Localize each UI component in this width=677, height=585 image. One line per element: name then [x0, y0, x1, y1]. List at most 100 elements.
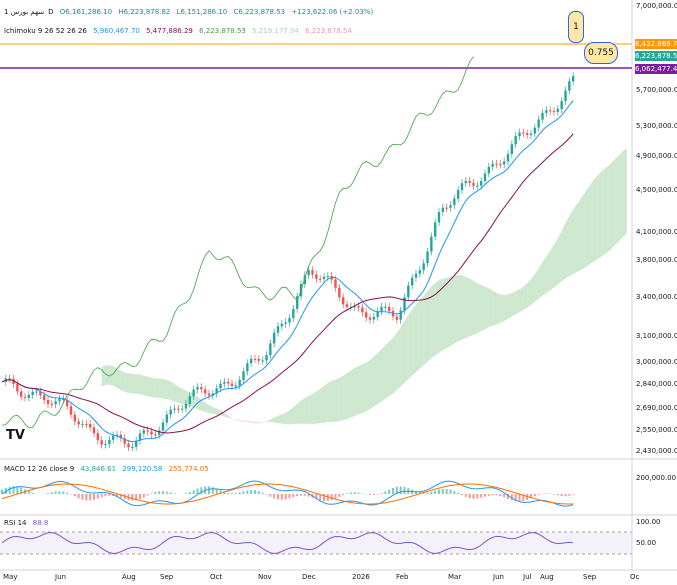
rsi-line	[1, 532, 574, 555]
candle-body	[502, 161, 506, 165]
price-tick-label: 3,400,000.00	[636, 293, 677, 301]
candle-body	[77, 421, 80, 425]
ichimoku-cloud-segment	[354, 365, 359, 416]
macd-histogram-bar	[315, 494, 318, 500]
ichimoku-cloud-segment	[515, 289, 520, 315]
candle-body	[334, 279, 337, 288]
ichimoku-cloud-segment	[316, 388, 321, 424]
symbol-name[interactable]: سهم بورس	[10, 8, 45, 16]
candle-body	[35, 391, 38, 393]
ichimoku-cloud-segment	[611, 158, 616, 249]
candle-body	[203, 389, 207, 394]
ichimoku-cloud-segment	[147, 376, 152, 398]
macd-histogram-bar	[457, 492, 460, 494]
candle-body	[65, 400, 69, 407]
candle-body	[96, 433, 100, 441]
macd-histogram-bar	[257, 491, 260, 494]
ichimoku-cloud-segment	[281, 412, 286, 425]
macd-histogram-bar	[31, 492, 34, 494]
price-tick-label: 5,300,000.00	[636, 122, 677, 130]
ichimoku-cloud-segment	[270, 417, 275, 423]
high-value: H6,223,878.82	[118, 8, 171, 16]
candle-body	[215, 388, 218, 394]
ichimoku-cloud-segment	[120, 370, 125, 392]
ichimoku-cloud-segment	[128, 373, 133, 394]
price-tick-label: 7,000,000.00	[636, 2, 677, 10]
macd-histogram-bar	[250, 489, 253, 494]
macd-histogram-bar	[211, 487, 214, 494]
ichimoku-cloud-segment	[607, 162, 612, 253]
candle-body	[219, 383, 222, 389]
macd-legend[interactable]: MACD 12 26 close 9 43,846.61 299,120.58 …	[4, 465, 213, 474]
macd-histogram-bar	[261, 492, 264, 494]
rsi-pane[interactable]: May Jun Aug Sep Oct Nov Dec 2026 Feb Mar Jun Jul Aug…	[0, 516, 677, 585]
ichimoku-cloud-segment	[389, 337, 393, 397]
candle-body	[433, 222, 437, 237]
macd-histogram-bar	[323, 494, 325, 502]
ichimoku-cloud-segment	[473, 280, 478, 335]
candle-body	[387, 306, 391, 311]
price-tick-label: 4,500,000.00	[636, 186, 677, 194]
macd-histogram-bar	[395, 486, 398, 494]
candle-body	[338, 287, 341, 298]
ichimoku-cloud-segment	[565, 215, 570, 279]
price-tick-label: 2,430,000.00	[636, 447, 677, 455]
tradingview-logo[interactable]: TV	[6, 428, 25, 443]
macd-histogram-bar	[426, 492, 429, 494]
ichimoku-cloud-segment	[278, 414, 282, 424]
macd-histogram-bar	[50, 492, 53, 494]
candle-body	[545, 110, 548, 113]
ichimoku-cloud-segment	[580, 193, 585, 270]
candle-body	[184, 403, 188, 409]
macd-histogram-bar	[284, 494, 287, 500]
ichimoku-cloud-segment	[143, 375, 148, 397]
ichimoku-cloud-segment	[247, 420, 252, 423]
ichimoku-cloud-segment	[197, 396, 202, 411]
ichimoku-legend[interactable]: Ichimoku 9 26 52 26 26 5,960,467.70 5,47…	[4, 27, 356, 36]
macd-histogram-bar	[85, 494, 88, 501]
price-tick-label: 4,100,000.00	[636, 228, 677, 236]
macd-histogram-bar	[445, 488, 448, 494]
macd-histogram-bar	[491, 494, 494, 496]
candle-body	[50, 403, 54, 405]
ichimoku-cloud-segment	[212, 406, 217, 415]
candle-body	[46, 400, 50, 404]
ichimoku-cloud-segment	[511, 291, 516, 317]
time-tick-label: Feb	[396, 573, 409, 581]
macd-histogram-bar	[499, 494, 502, 496]
time-tick-label: Oc	[630, 573, 640, 581]
macd-histogram-bar	[288, 494, 291, 499]
candle-body	[39, 391, 42, 396]
rsi-tick-top: 100.00	[636, 518, 661, 526]
candle-body	[453, 198, 456, 206]
macd-histogram-bar	[507, 494, 509, 499]
ichimoku-cloud-segment	[465, 276, 470, 338]
ichimoku-cloud-segment	[412, 304, 416, 376]
macd-pane[interactable]: 200,000.00	[0, 460, 677, 516]
candle-body	[541, 112, 544, 120]
annotation-bubble-2[interactable]: 0.755	[584, 42, 618, 64]
ichimoku-cloud-segment	[569, 209, 574, 277]
interval-label[interactable]: 1D	[4, 8, 54, 16]
ichimoku-cloud-segment	[431, 282, 436, 359]
annotation-bubble-1[interactable]: 1	[568, 11, 584, 43]
ichimoku-cloud-segment	[577, 198, 581, 272]
macd-histogram-bar	[388, 489, 391, 494]
ichimoku-cloud-segment	[469, 278, 474, 337]
candle-body	[399, 310, 402, 320]
macd-histogram-bar	[135, 494, 138, 501]
macd-histogram-bar	[449, 489, 452, 494]
rsi-legend[interactable]: RSI 14 88.8	[4, 519, 52, 528]
macd-histogram-bar	[461, 494, 463, 496]
ichimoku-cloud-segment	[228, 415, 232, 419]
chikou-span-line	[1, 56, 474, 429]
ichimoku-cloud-segment	[385, 341, 390, 399]
macd-histogram-bar	[131, 494, 134, 501]
macd-histogram-bar	[292, 494, 295, 498]
macd-histogram-bar	[296, 494, 299, 497]
price-chart[interactable]: 7,000,000.006,300,000.005,700,000.005,30…	[0, 0, 677, 460]
macd-v1: 43,846.61	[80, 465, 117, 473]
macd-histogram-bar	[307, 494, 310, 497]
candle-body	[16, 384, 19, 392]
macd-histogram-bar	[16, 486, 19, 494]
